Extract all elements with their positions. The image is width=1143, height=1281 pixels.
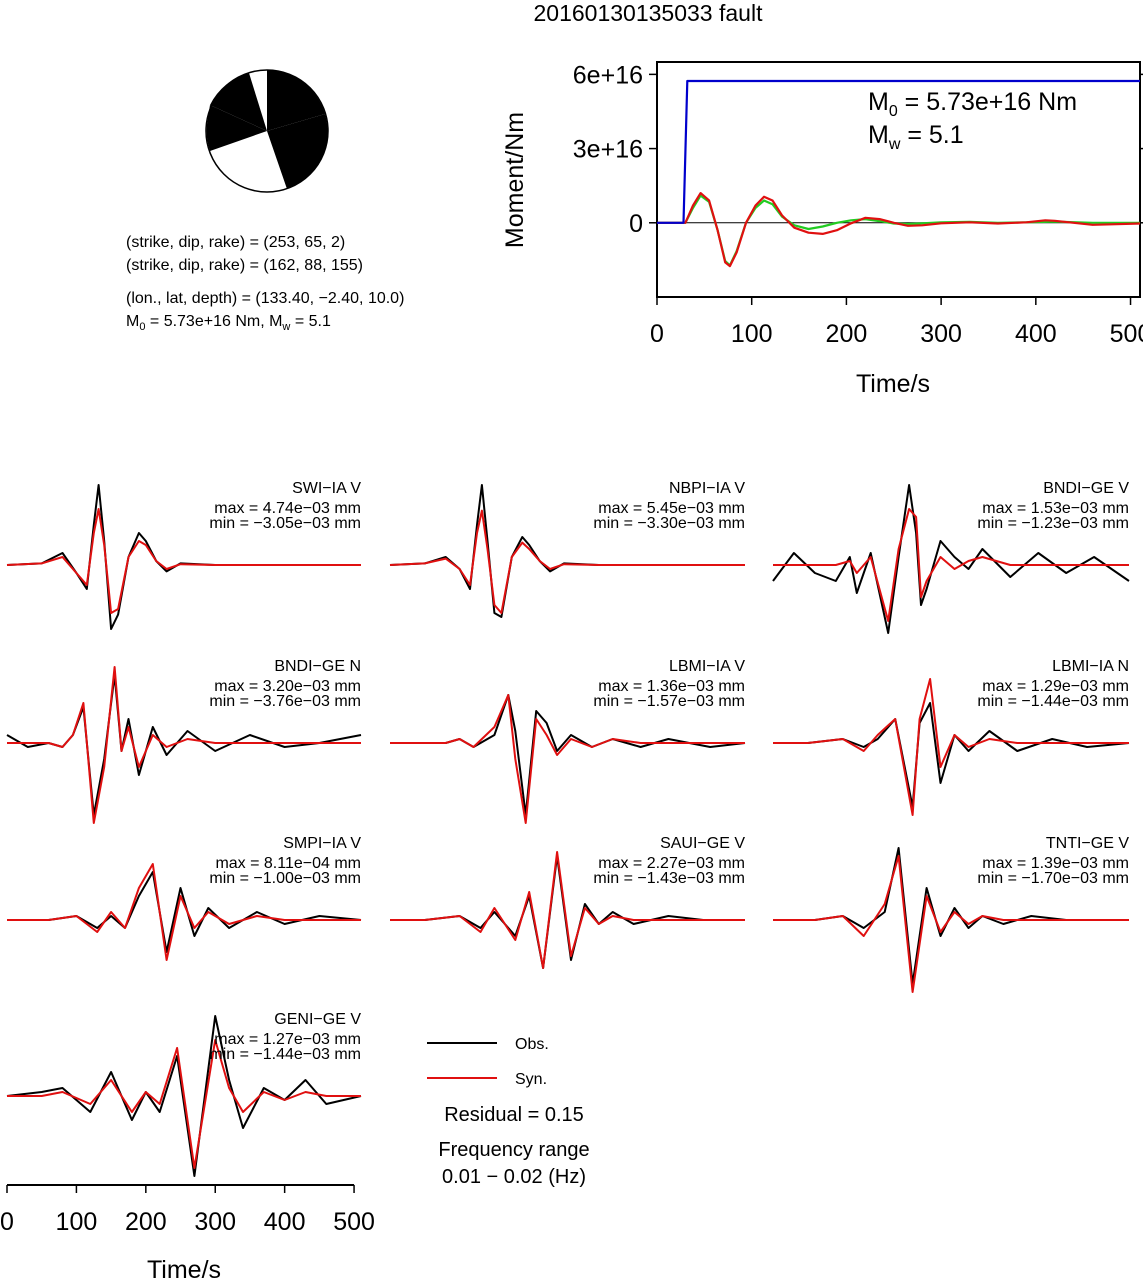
moment-ylabel: Moment/Nm	[501, 112, 529, 248]
min-label: min = −3.05e−03 mm	[209, 515, 361, 532]
legend: Obs. Syn. Residual = 0.15 Frequency rang…	[427, 1036, 590, 1188]
moment-series-stf_green	[657, 194, 1140, 267]
station-label: BNDI−GE N	[274, 658, 361, 675]
x-tick-label: 500	[333, 1208, 375, 1236]
max-label: max = 8.11e−04 mm	[215, 855, 361, 872]
min-label: min = −3.30e−03 mm	[593, 515, 745, 532]
min-label: min = −1.70e−03 mm	[977, 870, 1129, 887]
station-label: SMPI−IA V	[283, 835, 361, 852]
syn-trace	[389, 509, 745, 614]
mw-annotation: Mw = 5.1	[868, 121, 964, 153]
moment-text: M0 = 5.73e+16 Nm, Mw = 5.1	[126, 313, 331, 333]
min-label: min = −1.23e−03 mm	[977, 515, 1129, 532]
x-tick-label: 300	[920, 320, 962, 348]
syn-trace	[7, 666, 361, 824]
location-text: (lon., lat, depth) = (133.40, −2.40, 10.…	[126, 290, 404, 307]
x-tick-label: 100	[731, 320, 773, 348]
x-tick-label: 300	[194, 1208, 236, 1236]
station-label: LBMI−IA V	[669, 658, 745, 675]
station-label: SWI−IA V	[292, 480, 361, 497]
obs-trace	[6, 1015, 362, 1177]
syn-trace	[6, 508, 361, 614]
freq-title: Frequency range	[438, 1139, 589, 1161]
max-label: max = 2.27e−03 mm	[598, 855, 745, 872]
x-tick-label: 0	[0, 1208, 14, 1236]
m0-annotation: M0 = 5.73e+16 Nm	[868, 88, 1077, 120]
residual-text: Residual = 0.15	[444, 1104, 584, 1126]
max-label: max = 1.39e−03 mm	[982, 855, 1129, 872]
station-label: TNTI−GE V	[1046, 835, 1129, 852]
syn-trace	[390, 694, 745, 824]
min-label: min = −1.57e−03 mm	[593, 693, 745, 710]
plane1-text: (strike, dip, rake) = (253, 65, 2)	[126, 234, 345, 251]
min-label: min = −1.43e−03 mm	[593, 870, 745, 887]
moment-series-moment	[657, 79, 1140, 224]
x-tick-label: 200	[125, 1208, 167, 1236]
moment-xlabel: Time/s	[856, 370, 930, 398]
station-label: GENI−GE V	[274, 1011, 361, 1028]
moment-series-syn	[657, 192, 1141, 268]
syn-trace	[773, 678, 1129, 816]
station-label: BNDI−GE V	[1043, 480, 1129, 497]
legend-obs-label: Obs.	[515, 1036, 549, 1053]
obs-trace	[773, 702, 1130, 808]
min-label: min = −1.00e−03 mm	[209, 870, 361, 887]
max-label: max = 4.74e−03 mm	[214, 500, 361, 517]
station-label: SAUI−GE V	[660, 835, 745, 852]
max-label: max = 1.53e−03 mm	[982, 500, 1129, 517]
obs-trace	[7, 871, 362, 953]
min-label: min = −3.76e−03 mm	[209, 693, 361, 710]
waveform-time-axis: 0 100 200 300 400 500 Time/s	[0, 1184, 375, 1281]
plane2-text: (strike, dip, rake) = (162, 88, 155)	[126, 257, 363, 274]
figure-title: 20160130135033 fault	[534, 0, 764, 26]
station-label: NBPI−IA V	[669, 480, 745, 497]
x-tick-label: 200	[826, 320, 868, 348]
syn-trace	[773, 855, 1129, 993]
min-label: min = −1.44e−03 mm	[977, 693, 1129, 710]
obs-trace	[773, 847, 1129, 985]
x-tick-label: 0	[650, 320, 664, 348]
max-label: max = 5.45e−03 mm	[598, 500, 745, 517]
syn-trace	[7, 863, 361, 961]
syn-trace	[390, 851, 745, 969]
beachball-icon	[205, 69, 329, 193]
y-tick-label: 3e+16	[573, 136, 643, 164]
max-label: max = 1.36e−03 mm	[598, 678, 745, 695]
x-tick-label: 400	[264, 1208, 306, 1236]
freq-value: 0.01 − 0.02 (Hz)	[442, 1166, 586, 1188]
syn-trace	[773, 508, 1129, 622]
moment-plot-frame	[656, 61, 1141, 298]
moment-chart: 0 3e+16 6e+16 0 100 200 300 400 500 Time/s Moment/…	[501, 61, 1143, 398]
max-label: max = 1.29e−03 mm	[982, 678, 1129, 695]
x-tick-label: 500	[1110, 320, 1143, 348]
obs-trace	[390, 694, 746, 816]
min-label: min = −1.44e−03 mm	[209, 1046, 361, 1063]
x-tick-label: 400	[1015, 320, 1057, 348]
max-label: max = 1.27e−03 mm	[214, 1031, 361, 1048]
y-tick-label: 0	[629, 210, 643, 238]
x-tick-label: 100	[56, 1208, 98, 1236]
station-label: LBMI−IA N	[1052, 658, 1129, 675]
legend-syn-label: Syn.	[515, 1071, 547, 1088]
syn-trace	[7, 1039, 361, 1169]
max-label: max = 3.20e−03 mm	[214, 678, 361, 695]
y-tick-label: 6e+16	[573, 61, 643, 89]
wave-xlabel: Time/s	[147, 1256, 221, 1281]
